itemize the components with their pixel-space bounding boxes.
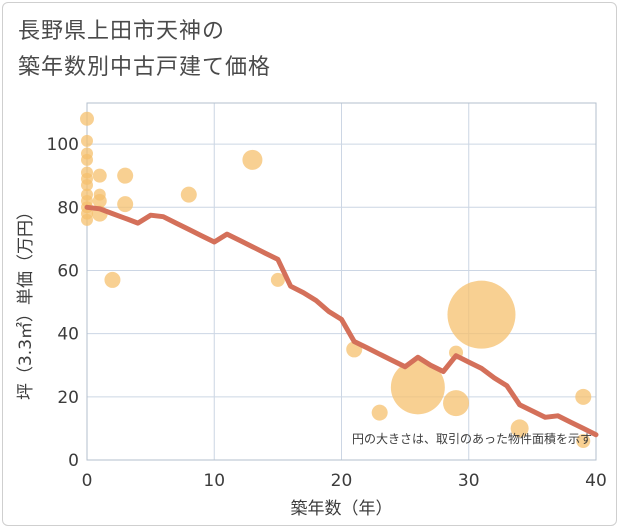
y-tick-label: 60 bbox=[57, 261, 79, 281]
y-tick-label: 100 bbox=[47, 135, 79, 155]
y-tick-label: 40 bbox=[57, 325, 79, 345]
data-bubble bbox=[117, 167, 134, 184]
y-tick-label: 80 bbox=[57, 198, 79, 218]
data-bubble bbox=[270, 272, 285, 287]
size-note: 円の大きさは、取引のあった物件面積を示す bbox=[352, 431, 592, 446]
trend-line bbox=[84, 204, 599, 438]
data-bubble bbox=[104, 271, 121, 288]
title-line-2: 築年数別中古戸建て価格 bbox=[18, 55, 272, 80]
data-bubble bbox=[390, 360, 445, 415]
data-bubble bbox=[81, 179, 93, 192]
data-bubble bbox=[447, 280, 516, 349]
data-bubble bbox=[371, 404, 388, 421]
data-bubble bbox=[242, 149, 263, 170]
tick-layer: 0 10 20 30 40 0 20 40 60 80 100 bbox=[47, 135, 607, 491]
chart-title: 長野県上田市天神の 築年数別中古戸建て価格 bbox=[18, 14, 271, 86]
y-tick-label: 0 bbox=[68, 451, 79, 471]
data-bubble bbox=[510, 419, 529, 438]
data-bubble bbox=[576, 434, 591, 449]
x-tick-label: 20 bbox=[331, 471, 353, 491]
y-axis-label: 坪（3.3㎡）単価（万円） bbox=[16, 203, 36, 400]
chart-card bbox=[2, 2, 617, 526]
data-bubble bbox=[92, 193, 107, 208]
data-bubble bbox=[81, 134, 93, 147]
title-line-1: 長野県上田市天神の bbox=[18, 19, 226, 44]
x-tick-label: 30 bbox=[458, 471, 480, 491]
data-bubble bbox=[81, 153, 93, 166]
data-bubble bbox=[81, 213, 93, 226]
x-tick-label: 0 bbox=[82, 471, 93, 491]
plot-frame bbox=[86, 102, 597, 461]
data-bubble bbox=[92, 168, 107, 183]
x-tick-label: 10 bbox=[203, 471, 225, 491]
x-axis-label: 築年数（年） bbox=[291, 499, 393, 519]
data-bubble bbox=[180, 186, 197, 203]
data-bubble bbox=[575, 388, 592, 405]
data-bubble bbox=[80, 111, 94, 126]
data-bubble bbox=[117, 196, 134, 213]
data-bubble bbox=[443, 390, 470, 417]
x-tick-label: 40 bbox=[585, 471, 607, 491]
y-tick-label: 20 bbox=[57, 388, 79, 408]
